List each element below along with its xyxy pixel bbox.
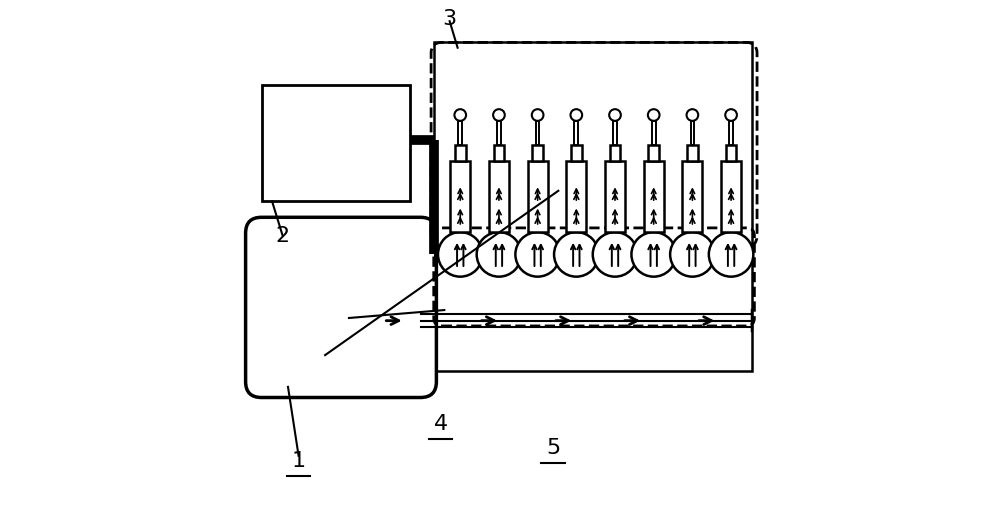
Bar — [489, 161, 509, 232]
Bar — [610, 145, 620, 161]
Bar — [605, 161, 625, 232]
Circle shape — [648, 109, 660, 121]
Bar — [455, 145, 466, 161]
Text: 4: 4 — [434, 414, 448, 434]
Circle shape — [670, 232, 715, 277]
Bar — [682, 161, 702, 232]
Bar — [726, 145, 736, 161]
Text: 2: 2 — [276, 226, 290, 246]
Bar — [532, 145, 543, 161]
Bar — [497, 121, 501, 145]
Circle shape — [609, 109, 621, 121]
Bar — [644, 161, 664, 232]
Bar — [528, 161, 548, 232]
Bar — [652, 121, 656, 145]
Circle shape — [725, 109, 737, 121]
Bar — [574, 121, 578, 145]
Bar — [721, 161, 741, 232]
Text: 5: 5 — [546, 438, 560, 458]
Circle shape — [493, 109, 505, 121]
Circle shape — [554, 232, 599, 277]
Bar — [566, 161, 586, 232]
Circle shape — [709, 232, 753, 277]
Bar — [648, 145, 659, 161]
Bar — [434, 42, 752, 371]
Bar — [458, 121, 462, 145]
Bar — [262, 85, 410, 201]
Circle shape — [631, 232, 676, 277]
Text: 3: 3 — [443, 8, 457, 29]
Circle shape — [477, 232, 521, 277]
Bar — [494, 145, 504, 161]
Text: 1: 1 — [292, 451, 306, 471]
Circle shape — [515, 232, 560, 277]
Circle shape — [454, 109, 466, 121]
Circle shape — [532, 109, 543, 121]
FancyBboxPatch shape — [246, 217, 436, 398]
Bar — [536, 121, 539, 145]
Bar — [450, 161, 470, 232]
Circle shape — [570, 109, 582, 121]
Bar — [687, 145, 698, 161]
Circle shape — [438, 232, 483, 277]
Bar — [571, 145, 582, 161]
Bar — [729, 121, 733, 145]
Bar — [691, 121, 694, 145]
Circle shape — [593, 232, 637, 277]
Circle shape — [687, 109, 698, 121]
Bar — [613, 121, 617, 145]
